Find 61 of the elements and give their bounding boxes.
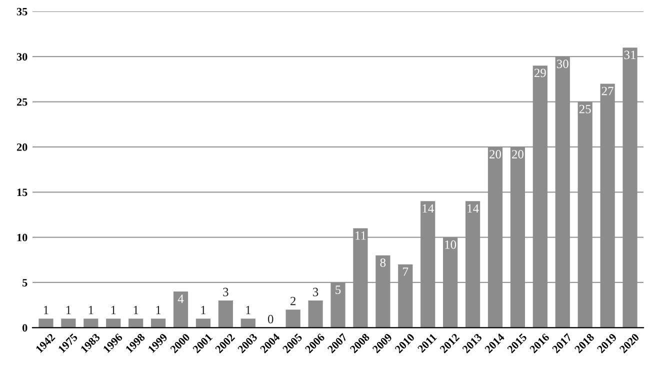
- data-label: 1: [111, 306, 116, 314]
- bar: [150, 318, 166, 328]
- data-label: 1: [44, 306, 48, 314]
- data-label: 3: [223, 288, 228, 296]
- data-label: 2: [290, 296, 296, 306]
- bar: [488, 146, 503, 328]
- bar: [420, 201, 436, 328]
- data-label: 10: [445, 240, 456, 249]
- bar: [286, 310, 300, 328]
- bar: [578, 102, 592, 328]
- data-label: 14: [422, 204, 434, 213]
- bar: [465, 201, 480, 328]
- data-label: 31: [624, 50, 636, 60]
- bar: [330, 282, 346, 328]
- y-tick-label: 20: [16, 143, 28, 151]
- bar: [600, 84, 615, 328]
- y-tick-label: 5: [22, 279, 28, 286]
- data-label: 27: [602, 86, 614, 96]
- y-tick-label: 10: [17, 234, 28, 242]
- bar: [443, 237, 458, 328]
- bar: [61, 318, 76, 328]
- bar: [555, 56, 570, 328]
- data-label: 25: [579, 104, 591, 114]
- bar: [532, 66, 548, 328]
- bar: [38, 318, 54, 328]
- data-label: 20: [490, 150, 502, 158]
- y-tick-label: 35: [16, 8, 28, 16]
- bar: [398, 264, 413, 328]
- bar: [84, 318, 98, 328]
- data-label: 8: [380, 258, 386, 267]
- data-label: 3: [313, 288, 318, 296]
- y-tick-label: 25: [16, 98, 28, 106]
- bar: [106, 318, 121, 328]
- bar: [308, 300, 323, 328]
- bar: [196, 318, 211, 328]
- data-label: 1: [66, 306, 71, 314]
- data-label: 1: [134, 306, 138, 314]
- data-label: 1: [201, 306, 206, 314]
- data-label: 0: [268, 314, 274, 324]
- data-label: 1: [156, 306, 161, 314]
- data-label: 11: [356, 231, 366, 240]
- bar: [510, 146, 526, 328]
- data-label: 4: [178, 294, 184, 303]
- bar: [353, 228, 368, 328]
- y-tick-label: 15: [17, 188, 28, 196]
- y-tick-label: 30: [16, 53, 28, 61]
- bar: [240, 318, 256, 328]
- bar: [218, 300, 233, 328]
- data-label: 20: [512, 150, 524, 158]
- data-label: 1: [246, 306, 251, 314]
- data-label: 29: [534, 68, 546, 78]
- bar: [128, 318, 144, 328]
- data-label: 14: [468, 204, 479, 213]
- bar: [173, 292, 188, 328]
- bar: [376, 255, 390, 328]
- y-tick-label: 0: [22, 324, 28, 332]
- data-label: 30: [556, 60, 568, 68]
- data-label: 7: [403, 268, 408, 276]
- data-label: 1: [88, 306, 94, 314]
- data-label: 5: [336, 286, 341, 294]
- bar: [622, 48, 638, 328]
